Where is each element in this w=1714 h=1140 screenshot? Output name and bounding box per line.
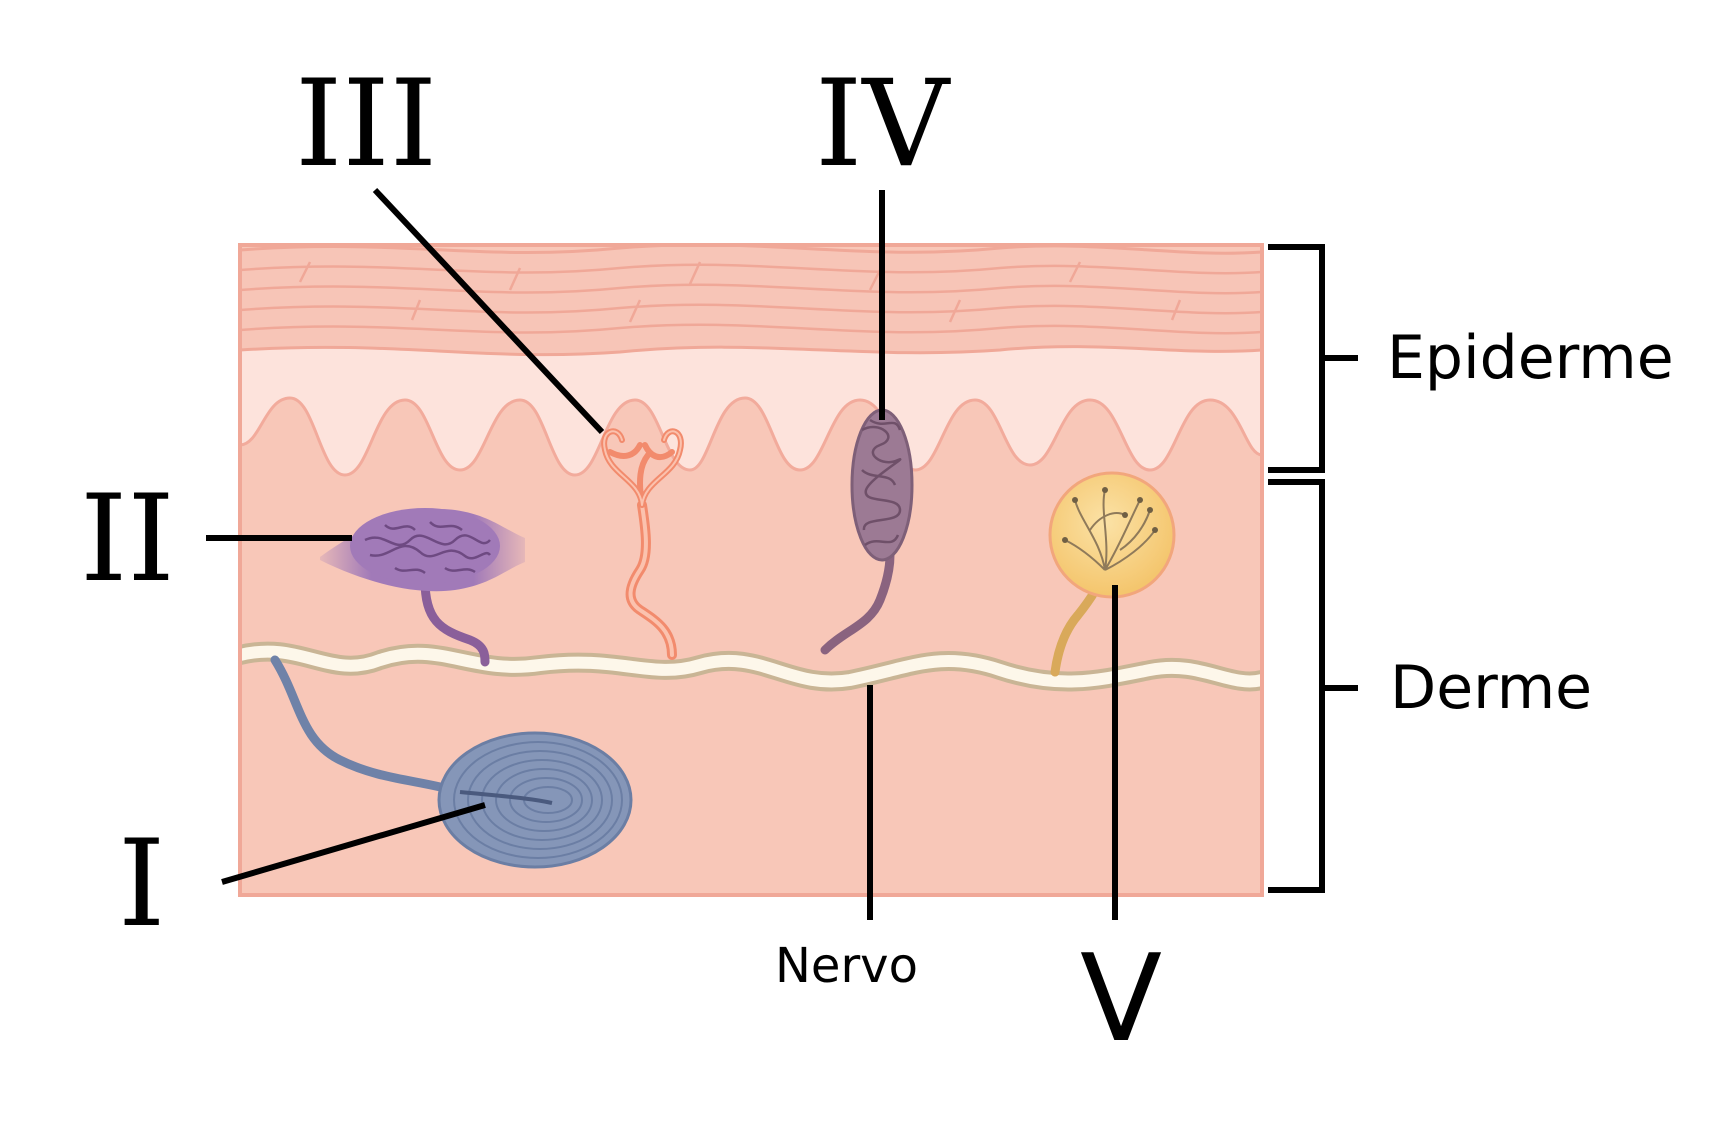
label-III: III	[295, 55, 437, 194]
label-V: V	[1080, 930, 1162, 1069]
epidermis-bracket	[1268, 244, 1358, 473]
label-dermis: Derme	[1390, 653, 1592, 723]
pacinian-corpuscle	[270, 655, 633, 869]
ruffini-ending	[320, 508, 525, 667]
skin-block	[240, 245, 1262, 895]
label-II: II	[80, 470, 175, 609]
label-I: I	[118, 815, 165, 954]
dermis-bracket	[1268, 479, 1358, 893]
stratum-corneum	[240, 245, 1262, 357]
free-nerve-ending	[601, 428, 684, 660]
leader-line-I	[221, 802, 486, 885]
krause-bulb	[1048, 471, 1176, 677]
label-epidermis: Epiderme	[1387, 323, 1674, 393]
label-IV: IV	[815, 55, 951, 194]
leader-line-III	[372, 187, 605, 435]
label-nerve: Nervo	[775, 938, 918, 994]
skin-outline	[238, 243, 1264, 897]
epidermis-region	[240, 328, 1262, 477]
meissner-corpuscle	[820, 408, 914, 655]
